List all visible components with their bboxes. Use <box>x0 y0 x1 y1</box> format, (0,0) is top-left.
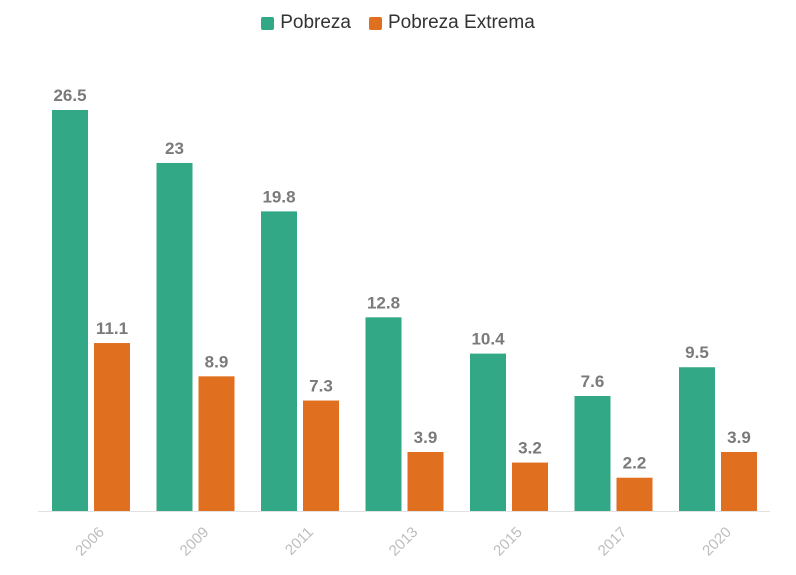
bar-pobreza-extrema-2011[interactable] <box>303 400 339 511</box>
data-label-pobreza-extrema-2015: 3.2 <box>518 439 542 458</box>
data-label-pobreza-2006: 26.5 <box>53 86 86 105</box>
bar-pobreza-2009[interactable] <box>156 162 193 511</box>
data-label-pobreza-extrema-2011: 7.3 <box>309 377 333 396</box>
bar-pobreza-2011[interactable] <box>261 211 297 512</box>
data-label-pobreza-2020: 9.5 <box>685 343 709 362</box>
bar-pobreza-extrema-2009[interactable] <box>198 376 235 511</box>
data-label-pobreza-extrema-2013: 3.9 <box>414 428 438 447</box>
x-tick-label-2011: 2011 <box>282 524 317 559</box>
legend-item-pobreza-extrema[interactable]: Pobreza Extrema <box>368 12 535 34</box>
data-label-pobreza-extrema-2020: 3.9 <box>727 428 751 447</box>
bar-pobreza-2006[interactable] <box>52 110 88 511</box>
legend-label-pobreza-extrema: Pobreza Extrema <box>387 12 535 33</box>
x-tick-label-2013: 2013 <box>386 524 422 560</box>
bar-pobreza-extrema-2017[interactable] <box>616 477 653 511</box>
data-label-pobreza-extrema-2006: 11.1 <box>96 319 128 338</box>
data-label-pobreza-2015: 10.4 <box>471 330 505 349</box>
data-label-pobreza-extrema-2009: 8.9 <box>205 352 229 371</box>
data-label-pobreza-2009: 23 <box>165 139 184 158</box>
bar-pobreza-2015[interactable] <box>470 353 506 511</box>
x-tick-label-2009: 2009 <box>177 524 213 560</box>
bar-pobreza-extrema-2015[interactable] <box>512 462 548 511</box>
x-tick-label-2015: 2015 <box>490 524 526 560</box>
x-tick-label-2017: 2017 <box>595 524 631 560</box>
bar-pobreza-extrema-2013[interactable] <box>407 451 444 511</box>
legend-item-pobreza[interactable]: Pobreza <box>261 12 351 34</box>
x-tick-label-2006: 2006 <box>72 524 108 560</box>
bar-pobreza-extrema-2006[interactable] <box>94 343 130 511</box>
legend-swatch-pobreza-extrema <box>368 16 382 30</box>
bar-pobreza-extrema-2020[interactable] <box>721 451 757 511</box>
bar-pobreza-2020[interactable] <box>679 367 715 511</box>
data-label-pobreza-2017: 7.6 <box>581 372 605 391</box>
legend-swatch-pobreza <box>261 16 275 30</box>
legend: Pobreza Pobreza Extrema <box>0 12 796 34</box>
data-label-pobreza-2013: 12.8 <box>367 293 400 312</box>
x-tick-label-2020: 2020 <box>699 524 735 560</box>
data-label-pobreza-extrema-2017: 2.2 <box>623 454 647 473</box>
bar-pobreza-2013[interactable] <box>365 317 402 511</box>
data-label-pobreza-2011: 19.8 <box>262 187 295 206</box>
legend-label-pobreza: Pobreza <box>280 12 351 33</box>
bar-pobreza-2017[interactable] <box>574 395 611 511</box>
